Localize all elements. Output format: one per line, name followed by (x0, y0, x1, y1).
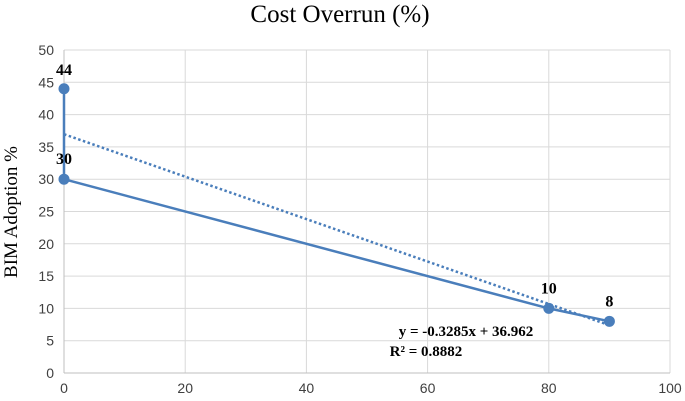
trendline-equation: y = -0.3285x + 36.962 (399, 324, 534, 340)
data-labels: 44 30 10 8 (56, 62, 613, 311)
y-tick-label: 10 (38, 300, 54, 316)
y-tick-label: 40 (38, 107, 54, 123)
series-line (62, 88, 610, 323)
data-label: 44 (56, 62, 72, 79)
x-tick-label: 20 (177, 380, 193, 396)
data-label: 30 (56, 151, 72, 168)
y-tick-label: 30 (38, 171, 54, 187)
data-point (543, 302, 555, 314)
y-tick-label: 5 (46, 333, 54, 349)
y-tick-label: 35 (38, 139, 54, 155)
data-series (58, 83, 615, 327)
trendline (63, 133, 610, 327)
data-point (58, 173, 70, 185)
data-label: 10 (541, 280, 557, 297)
y-tick-label: 45 (38, 74, 54, 90)
data-label: 8 (605, 293, 613, 310)
x-tick-label: 80 (541, 380, 557, 396)
y-tick-label: 0 (46, 365, 54, 381)
y-tick-label: 15 (38, 268, 54, 284)
x-tick-label: 40 (299, 380, 315, 396)
data-point (58, 83, 70, 95)
gridlines (64, 49, 671, 373)
x-tick-label: 100 (658, 380, 682, 396)
y-tick-label: 50 (38, 42, 54, 58)
x-tick-label: 0 (60, 380, 68, 396)
x-tick-label: 60 (420, 380, 436, 396)
y-tick-label: 25 (38, 204, 54, 220)
trendline-line (63, 133, 610, 327)
y-axis-label: BIM Adoption % (1, 146, 22, 278)
data-point (603, 315, 615, 327)
y-tick-label: 20 (38, 236, 54, 252)
trendline-r-squared: R² = 0.8882 (390, 344, 463, 360)
chart-title: Cost Overrun (%) (250, 1, 429, 28)
